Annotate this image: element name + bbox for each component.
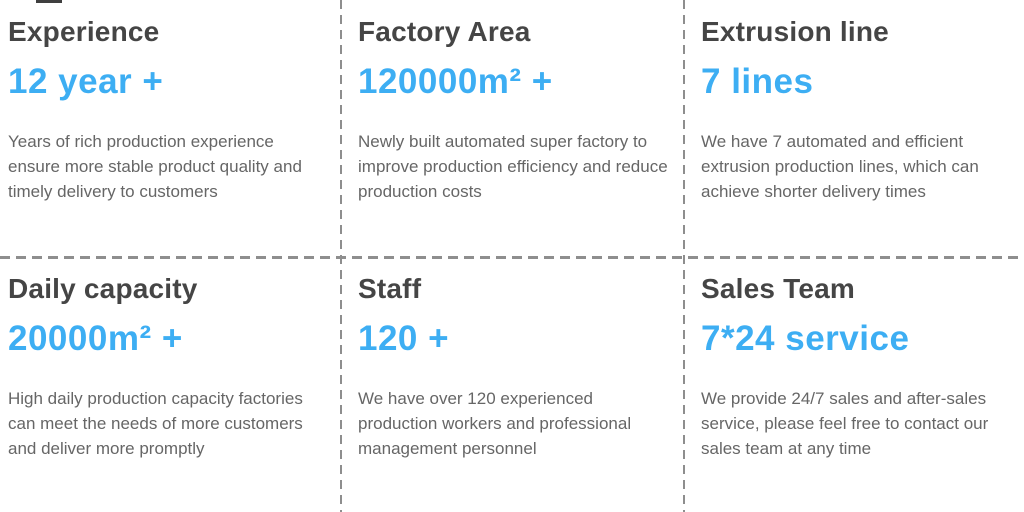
horizontal-dashed-divider: [0, 256, 1024, 259]
cropped-content-artifact: [36, 0, 62, 3]
stat-value: 120 +: [358, 319, 450, 359]
stat-value: 120000m² +: [358, 62, 553, 102]
stat-value: 20000m² +: [8, 319, 183, 359]
stat-description: We have 7 automated and efficient extrus…: [701, 131, 979, 201]
stat-cell-extrusion-line: Extrusion line 7 lines We have 7 automat…: [684, 0, 1024, 257]
stat-value: 7 lines: [701, 62, 814, 102]
stat-title: Factory Area: [358, 16, 531, 47]
stat-title: Extrusion line: [701, 16, 889, 47]
stat-description: Newly built automated super factory to i…: [358, 131, 668, 201]
stat-cell-factory-area: Factory Area 120000m² + Newly built auto…: [341, 0, 684, 257]
stat-value: 12 year +: [8, 62, 164, 102]
stat-cell-experience: Experience 12 year + Years of rich produ…: [0, 0, 341, 257]
stat-cell-staff: Staff 120 + We have over 120 experienced…: [341, 257, 684, 512]
stat-title: Sales Team: [701, 273, 856, 304]
stat-cell-daily-capacity: Daily capacity 20000m² + High daily prod…: [0, 257, 341, 512]
stat-description: We have over 120 experienced production …: [358, 388, 632, 458]
stat-description: We provide 24/7 sales and after-sales se…: [701, 388, 989, 458]
stat-value: 7*24 service: [701, 319, 910, 359]
stat-title: Experience: [8, 16, 160, 47]
stat-title: Staff: [358, 273, 422, 304]
stat-title: Daily capacity: [8, 273, 198, 304]
stat-cell-sales-team: Sales Team 7*24 service We provide 24/7 …: [684, 257, 1024, 512]
stat-description: High daily production capacity factories…: [8, 388, 303, 458]
stat-description: Years of rich production experience ensu…: [8, 131, 302, 201]
